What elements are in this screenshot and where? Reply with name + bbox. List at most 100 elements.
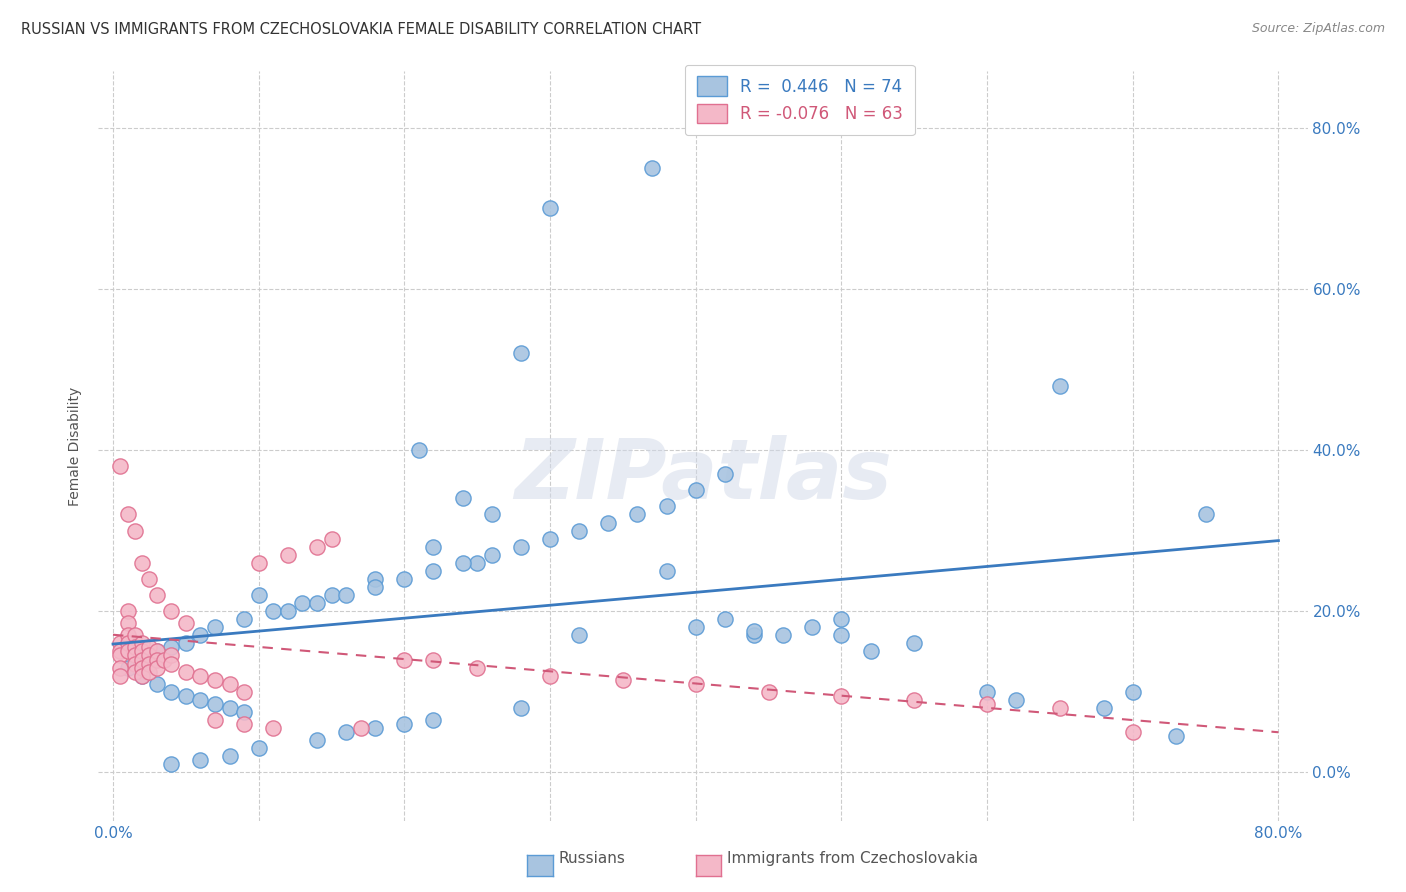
Point [160,604,183,618]
Point [233,705,256,719]
Text: Source: ZipAtlas.com: Source: ZipAtlas.com [1251,22,1385,36]
Point [394,652,416,666]
Point [742,624,765,639]
Point [174,665,197,679]
Point [538,668,561,682]
Point [451,491,474,506]
Point [509,540,531,554]
Point [145,644,167,658]
Text: Immigrants from Czechoslovakia: Immigrants from Czechoslovakia [727,852,979,866]
Text: Russians: Russians [558,852,626,866]
Point [124,524,146,538]
Point [160,648,183,663]
Point [110,636,132,650]
Point [641,161,664,175]
Point [131,556,153,570]
Point [190,668,212,682]
Point [364,580,387,594]
Point [859,644,882,658]
Point [124,648,146,663]
Point [174,689,197,703]
Point [131,644,153,658]
Point [117,508,139,522]
Point [451,556,474,570]
Point [138,572,160,586]
Point [160,640,183,655]
Point [190,753,212,767]
Point [801,620,824,634]
Point [1122,684,1144,698]
Point [131,668,153,682]
Point [247,741,270,756]
Point [204,620,226,634]
Point [277,604,299,618]
Point [612,673,634,687]
Point [422,540,444,554]
Point [110,660,132,674]
Point [145,588,167,602]
Point [742,628,765,642]
Point [538,532,561,546]
Point [685,676,707,690]
Point [110,668,132,682]
Point [110,644,132,658]
Point [204,697,226,711]
Point [598,516,620,530]
Point [174,636,197,650]
Point [110,459,132,474]
Point [568,524,591,538]
Point [124,665,146,679]
Point [830,628,852,642]
Point [117,636,139,650]
Point [110,648,132,663]
Point [714,612,737,626]
Point [131,652,153,666]
Point [321,532,343,546]
Point [568,628,591,642]
Point [509,346,531,360]
Point [131,652,153,666]
Point [364,721,387,735]
Point [626,508,648,522]
Point [138,640,160,655]
Point [233,684,256,698]
Point [685,620,707,634]
Point [685,483,707,498]
Point [830,689,852,703]
Point [758,684,780,698]
Point [145,644,167,658]
Point [976,697,998,711]
Point [976,684,998,698]
Point [903,693,925,707]
Point [1194,508,1216,522]
Point [305,540,328,554]
Point [153,652,176,666]
Point [117,628,139,642]
Point [204,713,226,727]
Text: RUSSIAN VS IMMIGRANTS FROM CZECHOSLOVAKIA FEMALE DISABILITY CORRELATION CHART: RUSSIAN VS IMMIGRANTS FROM CZECHOSLOVAKI… [21,22,702,37]
Point [131,660,153,674]
Point [291,596,314,610]
Point [124,628,146,642]
Point [1005,693,1028,707]
Point [350,721,373,735]
Point [277,548,299,562]
Point [233,717,256,731]
Point [117,644,139,658]
Point [394,572,416,586]
Point [117,660,139,674]
Point [124,657,146,671]
Point [138,665,160,679]
Point [321,588,343,602]
Point [1049,378,1071,392]
Point [138,648,160,663]
Point [218,676,240,690]
Point [335,725,357,739]
Point [262,721,284,735]
Point [335,588,357,602]
Point [117,616,139,631]
Point [538,202,561,216]
Point [772,628,794,642]
Point [481,508,503,522]
Point [1092,701,1115,715]
